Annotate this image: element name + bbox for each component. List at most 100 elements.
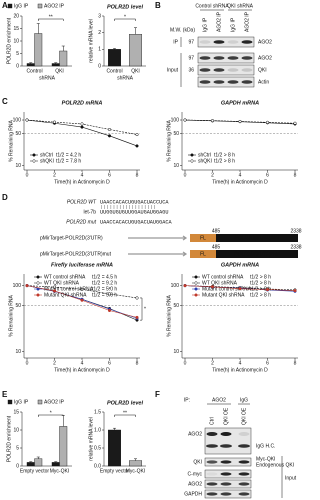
- point: [80, 122, 84, 126]
- x-tick-label: 4: [81, 360, 84, 366]
- legend-label: WT control shRNA: [202, 274, 244, 280]
- bar: [59, 426, 68, 467]
- legend-swatch: [7, 3, 13, 9]
- point: [52, 120, 57, 124]
- lane-label: AGO2 IP: [216, 11, 222, 32]
- y-tick-label: 10: [173, 349, 179, 355]
- significance-bracket: [140, 297, 143, 321]
- significance: *: [50, 410, 52, 416]
- y-tick-label: 1.0: [94, 427, 101, 433]
- band: [227, 56, 239, 60]
- band: [220, 482, 232, 486]
- x-axis-label: Time(h) in Actinomycin D: [54, 367, 110, 373]
- point: [25, 284, 29, 288]
- x-tick-label: 4: [81, 172, 84, 178]
- ip-label: IP:: [184, 397, 190, 403]
- band: [227, 40, 239, 44]
- point: [107, 127, 112, 132]
- lane-label: QKI OE: [223, 407, 229, 425]
- blot-frame: [197, 64, 255, 76]
- x-tick-label: Empty vector: [100, 468, 130, 474]
- bar: [128, 460, 142, 467]
- y-tick-label: 10: [173, 163, 179, 169]
- lane-label: IgG IP: [202, 17, 208, 32]
- x-tick-label: 8: [136, 172, 139, 178]
- point: [265, 120, 270, 124]
- band: [206, 444, 218, 448]
- lane-label: IgG IP: [230, 17, 236, 32]
- legend-half-life: t1/2 = 7.8 h: [56, 158, 81, 164]
- band: [213, 56, 225, 60]
- x-tick-label: Myc-QKI: [126, 468, 145, 474]
- band: [220, 460, 232, 464]
- mw-label: 97: [188, 39, 194, 45]
- legend-label: Mutant control shRNA: [44, 286, 94, 292]
- panel-label: E: [2, 390, 8, 399]
- row-label: QKI: [193, 459, 202, 465]
- legend-marker: [194, 281, 198, 285]
- y-tick-label: 0: [16, 63, 19, 69]
- legend-label: AGO2 IP: [44, 399, 65, 405]
- significance: *: [109, 287, 111, 293]
- blot-frame: [197, 36, 255, 48]
- chart-title: POLR2D level: [107, 4, 144, 10]
- error-bar: [134, 458, 137, 461]
- significance: *: [144, 306, 146, 312]
- band: [241, 80, 253, 84]
- band: [238, 444, 250, 448]
- legend-half-life: t1/2 > 8 h: [214, 152, 235, 158]
- band: [213, 40, 225, 44]
- band: [241, 40, 253, 44]
- bar: [34, 458, 43, 467]
- x-tick-label: 2: [53, 172, 56, 178]
- band: [206, 492, 218, 496]
- error-bar: [54, 461, 58, 463]
- x-tick-label: 8: [136, 360, 139, 366]
- mw-header: M.W. (kDa): [170, 27, 195, 33]
- y-tick-label: 10: [13, 427, 19, 433]
- legend-label: AGO2 IP: [44, 3, 65, 9]
- y-tick-label: 0: [16, 463, 19, 469]
- x-axis-label: Time(h) in Actinomycin D: [212, 367, 268, 373]
- error-bar: [61, 45, 65, 51]
- section-label: IP: [173, 39, 178, 45]
- y-tick-label: 10: [15, 349, 21, 355]
- panel-label: D: [2, 193, 8, 202]
- band: [206, 472, 218, 476]
- blot-frame: [197, 52, 255, 64]
- x-tick-label: 2: [53, 360, 56, 366]
- bar: [107, 429, 121, 467]
- x-tick-label: 8: [294, 172, 297, 178]
- legend-marker: [36, 281, 40, 285]
- row-label: QKI: [258, 67, 267, 73]
- y-tick-label: 10: [13, 38, 19, 44]
- y-tick-label: 2: [98, 30, 101, 36]
- significance: *: [124, 14, 126, 20]
- group-label: IgG: [240, 397, 248, 403]
- legend-label: Mutant QKI shRNA: [44, 292, 87, 298]
- legend-label: shQKI: [198, 158, 212, 164]
- y-tick-label: 50: [173, 303, 179, 309]
- y-tick-label: 15: [13, 26, 19, 32]
- wt-label: POLR2D WT: [67, 199, 97, 205]
- y-tick-label: 50: [15, 131, 21, 137]
- row-label: Actin: [258, 79, 269, 85]
- band: [220, 472, 232, 476]
- legend-swatch: [37, 3, 43, 9]
- x-tick-label: 0: [184, 360, 187, 366]
- band: [241, 68, 253, 72]
- construct-name: pMirTarget-POLR2D(3'UTR)mut: [40, 251, 112, 257]
- band: [238, 432, 250, 436]
- significance: **: [123, 410, 127, 416]
- legend-half-life: t1/2 > 8 h: [214, 158, 235, 164]
- arrow: [128, 235, 188, 241]
- point: [107, 134, 112, 138]
- mir-label: let-7b: [83, 209, 96, 215]
- legend-marker: [36, 275, 40, 279]
- x-axis-label: shRNA: [39, 75, 56, 81]
- y-tick-label: 100: [171, 283, 180, 289]
- bar: [59, 50, 68, 67]
- significance-bracket: [38, 18, 64, 21]
- point: [25, 118, 29, 122]
- construct-name: pMirTarget-POLR2D(3'UTR): [40, 235, 103, 241]
